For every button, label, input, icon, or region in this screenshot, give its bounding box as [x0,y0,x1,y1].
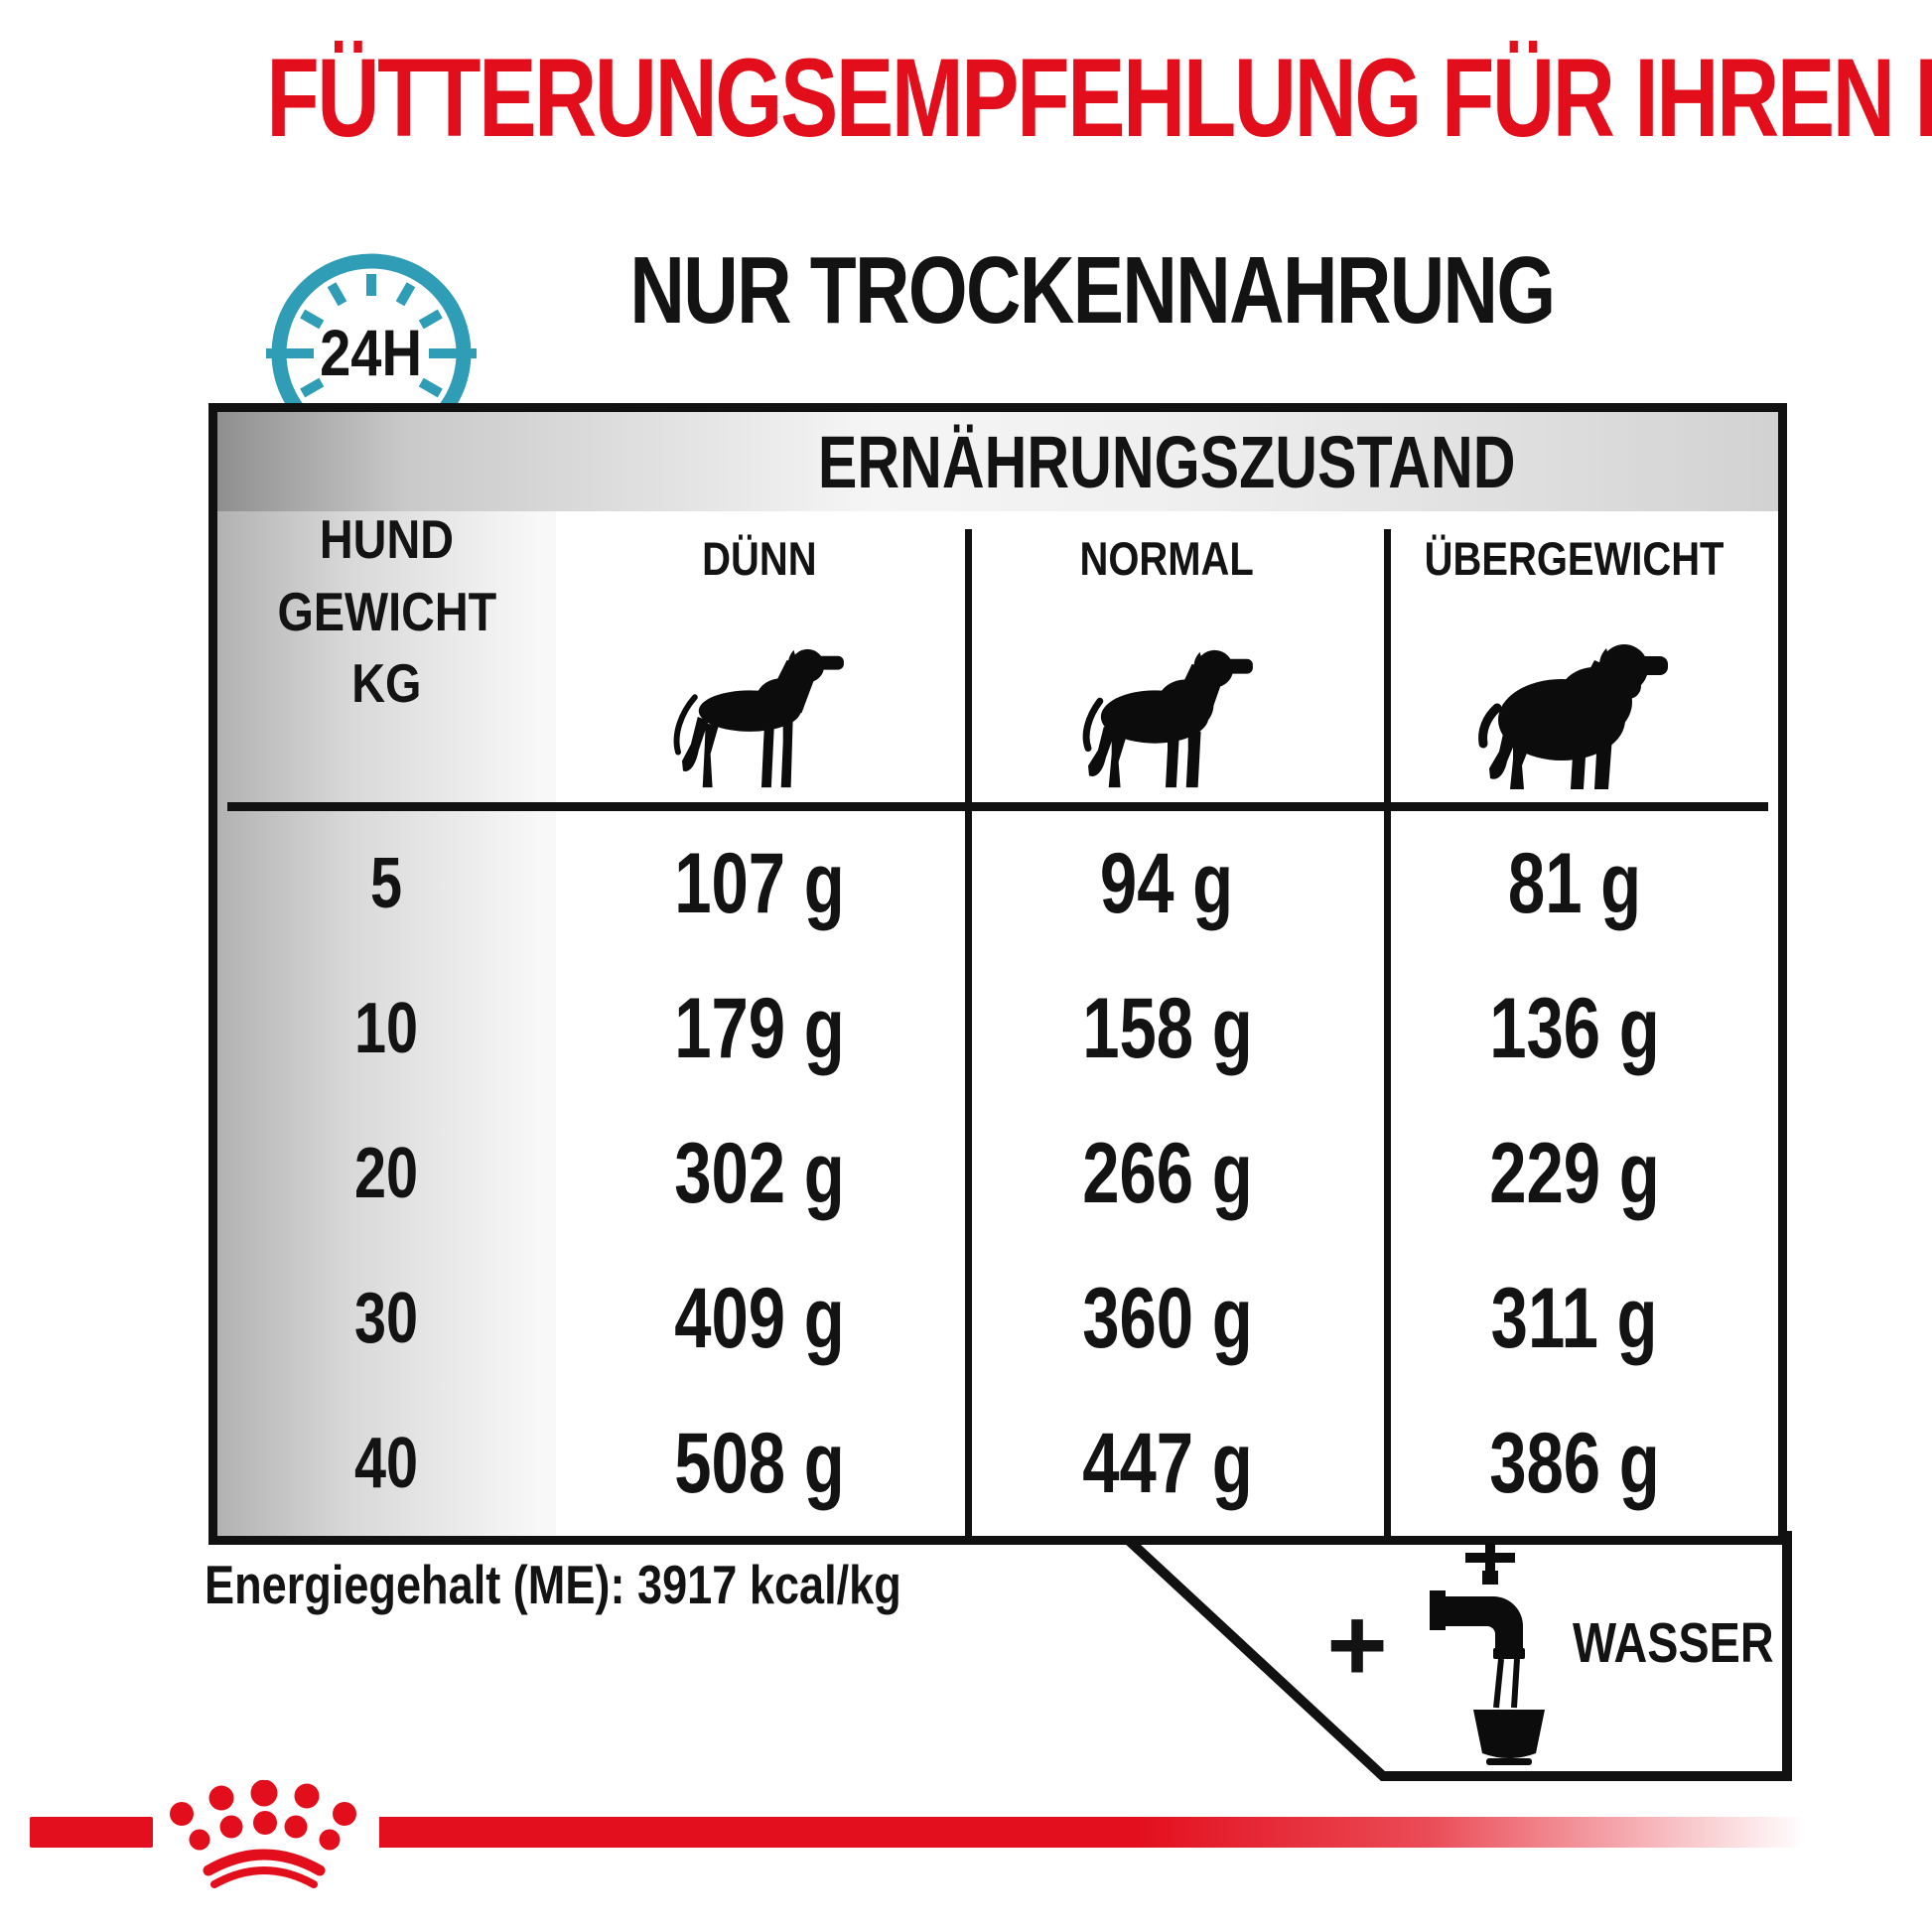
table-header-title: ERNÄHRUNGSZUSTAND [818,420,1516,503]
value-20-normal: 266 g [1081,1125,1253,1221]
weight-column-header: HUND GEWICHT KG [277,508,496,715]
column-header-thin: DÜNN [702,531,817,585]
page-title: FÜTTERUNGSEMPFEHLUNG FÜR IHREN HUND [0,34,1932,162]
value-40-normal: 447 g [1081,1415,1253,1511]
dog-cell-thin [556,607,963,803]
column-header-normal: NORMAL [1079,531,1255,585]
page-title-text: FÜTTERUNGSEMPFEHLUNG FÜR IHREN HUND [266,36,1932,160]
weight-40: 40 [354,1424,419,1503]
weight-5: 5 [370,844,403,923]
energy-note: Energiegehalt (ME): 3917 kcal/kg [205,1554,901,1615]
value-10-thin: 179 g [674,980,845,1076]
overweight-dog-icon [1477,644,1668,789]
subtitle-dry-food-only: NUR TROCKENNAHRUNG [629,237,1556,344]
value-10-normal: 158 g [1081,980,1253,1076]
24h-clock-icon [266,253,477,415]
feeding-table: ERNÄHRUNGSZUSTAND HUND GEWICHT KG DÜNN N… [208,403,1787,1545]
dog-silhouette-row [556,607,1778,803]
weight-30: 30 [354,1279,419,1358]
column-header-overweight: ÜBERGEWICHT [1424,531,1725,585]
value-40-thin: 508 g [674,1415,845,1511]
value-30-thin: 409 g [674,1270,845,1366]
dog-cell-normal [963,607,1370,803]
table-header-band [217,412,1778,511]
brand-bar-right-segment [379,1817,1835,1848]
weight-10: 10 [354,989,419,1068]
water-faucet-bowl-icon [1430,1543,1545,1765]
column-divider-2 [1384,529,1391,1536]
value-30-normal: 360 g [1081,1270,1253,1366]
water-label: WASSER [1573,1611,1774,1675]
value-5-normal: 94 g [1100,835,1234,931]
feeding-data-grid: 5 107 g 94 g 81 g 10 179 g 158 g 136 g 2… [217,811,1778,1536]
value-20-overweight: 229 g [1489,1125,1660,1221]
crown-dots-logo [170,1780,356,1888]
value-5-thin: 107 g [674,835,845,931]
weight-column-background [217,511,556,1536]
value-10-overweight: 136 g [1489,980,1660,1076]
condition-column-headers: DÜNN NORMAL ÜBERGEWICHT [556,529,1778,587]
value-40-overweight: 386 g [1489,1415,1660,1511]
brand-bar-left-segment [30,1817,153,1848]
weight-20: 20 [354,1134,419,1213]
normal-dog-icon [1083,649,1254,788]
clock-24h-label: 24H [320,316,423,389]
table-horizontal-rule [227,802,1768,811]
dog-cell-overweight [1371,607,1778,803]
value-5-overweight: 81 g [1507,835,1641,931]
value-20-thin: 302 g [674,1125,845,1221]
column-divider-1 [965,529,972,1536]
value-30-overweight: 311 g [1490,1270,1658,1366]
thin-dog-icon [673,648,845,788]
plus-sign: + [1326,1587,1388,1704]
